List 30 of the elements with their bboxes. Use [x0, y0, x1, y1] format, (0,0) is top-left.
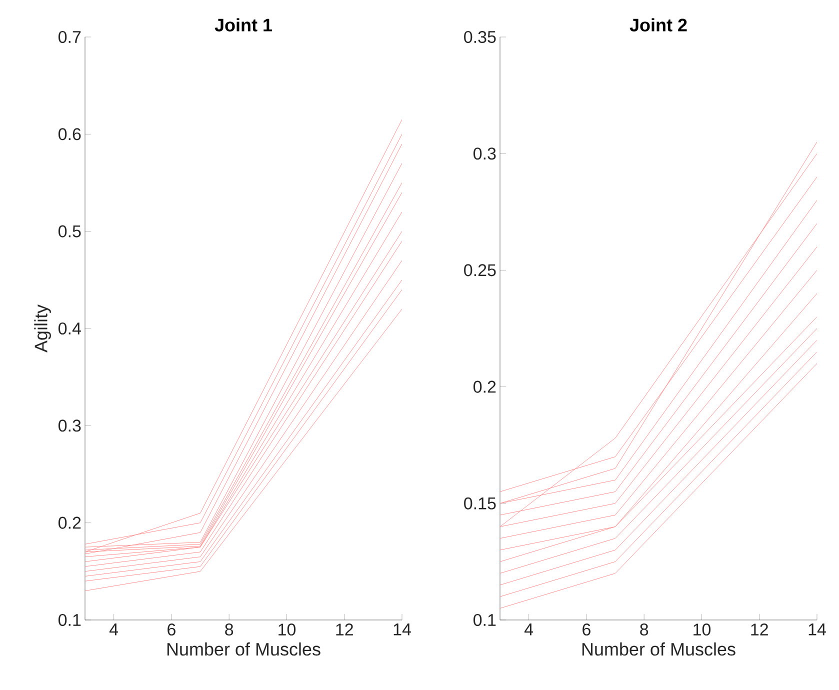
y-tick-label: 0.25	[464, 264, 496, 276]
y-tick-label: 0.2	[58, 516, 81, 529]
chart-title: Joint 2	[630, 18, 687, 32]
y-tick-label: 0.2	[473, 380, 496, 393]
x-tick-label: 12	[751, 624, 768, 636]
y-tick-label: 0.3	[473, 148, 496, 160]
x-tick-label: 14	[394, 624, 411, 636]
y-tick-label: 0.35	[464, 30, 496, 44]
chart-title: Joint 1	[214, 18, 272, 32]
x-axis-title: Number of Muscles	[582, 642, 736, 656]
x-tick-label: 6	[168, 624, 176, 636]
y-axis-title: Agility	[34, 304, 51, 352]
y-tick-label: 0.7	[58, 30, 81, 44]
x-tick-label: 8	[225, 624, 234, 636]
x-tick-label: 12	[336, 624, 353, 636]
y-tick-label: 0.1	[58, 614, 81, 626]
x-tick-label: 4	[524, 624, 534, 636]
x-tick-label: 8	[640, 624, 648, 636]
x-tick-label: 10	[694, 624, 711, 636]
x-tick-label: 10	[278, 624, 296, 636]
y-tick-label: 0.3	[58, 420, 81, 432]
x-axis-title: Number of Muscles	[167, 642, 320, 656]
x-tick-label: 6	[582, 624, 590, 636]
y-tick-label: 0.6	[58, 128, 81, 140]
y-tick-label: 0.5	[58, 225, 81, 238]
y-tick-label: 0.15	[464, 497, 496, 510]
x-tick-label: 4	[109, 624, 118, 636]
y-tick-label: 0.1	[473, 614, 496, 626]
x-tick-label: 14	[808, 624, 826, 636]
y-tick-label: 0.4	[58, 322, 81, 335]
